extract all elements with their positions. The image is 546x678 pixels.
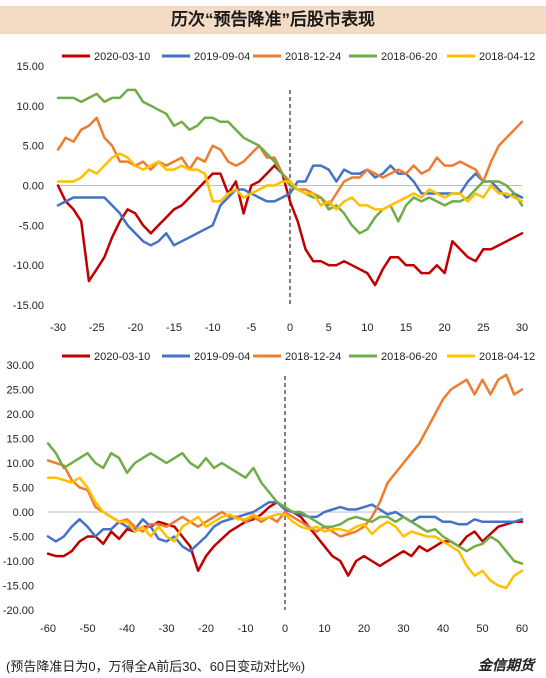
series-line-2019-09-04 xyxy=(46,500,524,553)
y-tick-label: 10.00 xyxy=(16,101,44,113)
y-tick-label: 10.00 xyxy=(6,458,34,470)
x-tick-label: 30 xyxy=(516,322,528,334)
x-tick-label: 10 xyxy=(361,322,373,334)
y-tick-label: -20.00 xyxy=(3,605,34,617)
x-tick-label: -30 xyxy=(50,322,66,334)
chart-bottom-60day: 2020-03-10 2019-09-04 2018-12-24 2018-06-20… xyxy=(3,351,535,635)
x-tick-label: -10 xyxy=(238,623,254,635)
y-tick-label: 0.00 xyxy=(23,181,44,193)
legend-label-2020-03-10: 2020-03-10 xyxy=(94,51,150,63)
series-line-2020-03-10 xyxy=(56,164,524,287)
legend-label-2018-12-24: 2018-12-24 xyxy=(285,51,341,63)
series-line-2018-04-12 xyxy=(56,152,524,211)
x-tick-label: 20 xyxy=(358,623,370,635)
y-tick-label: -5.00 xyxy=(19,220,44,232)
chart-title: 历次“预告降准”后股市表现 xyxy=(0,6,546,34)
x-tick-label: -15 xyxy=(166,322,182,334)
x-tick-label: -25 xyxy=(89,322,105,334)
x-tick-label: 40 xyxy=(437,623,449,635)
x-tick-label: 60 xyxy=(516,623,528,635)
x-tick-label: -30 xyxy=(159,623,175,635)
x-tick-label: -60 xyxy=(40,623,56,635)
y-tick-label: 5.00 xyxy=(23,141,44,153)
legend-label-2018-06-20: 2018-06-20 xyxy=(381,351,437,363)
chart-top-30day: 2020-03-10 2019-09-04 2018-12-24 2018-06-20… xyxy=(13,51,535,334)
legend-label-2019-09-04: 2019-09-04 xyxy=(194,51,250,63)
legend-label-2018-06-20: 2018-06-20 xyxy=(381,51,437,63)
series-line-2019-09-04 xyxy=(56,164,524,247)
x-tick-label: 0 xyxy=(282,623,288,635)
y-tick-label: -10.00 xyxy=(3,556,34,568)
series-line-2018-12-24 xyxy=(46,373,524,538)
y-tick-label: 15.00 xyxy=(6,434,34,446)
x-tick-label: 10 xyxy=(318,623,330,635)
y-tick-label: 5.00 xyxy=(13,483,34,495)
y-tick-label: 25.00 xyxy=(6,385,34,397)
x-tick-label: 15 xyxy=(400,322,412,334)
y-tick-label: 15.00 xyxy=(16,61,44,73)
y-tick-label: -15.00 xyxy=(3,581,34,593)
footer-note: (预告降准日为0，万得全A前后30、60日变动对比%) xyxy=(6,659,306,674)
x-tick-label: -10 xyxy=(205,322,221,334)
x-tick-label: -20 xyxy=(198,623,214,635)
legend-label-2020-03-10: 2020-03-10 xyxy=(94,351,150,363)
x-tick-label: 25 xyxy=(477,322,489,334)
y-tick-label: 20.00 xyxy=(6,409,34,421)
x-tick-label: 30 xyxy=(397,623,409,635)
y-tick-label: 30.00 xyxy=(6,360,34,372)
x-tick-label: 50 xyxy=(476,623,488,635)
x-tick-label: -20 xyxy=(127,322,143,334)
x-tick-label: 0 xyxy=(287,322,293,334)
footer-brand: 金信期货 xyxy=(478,657,534,673)
x-tick-label: -5 xyxy=(246,322,256,334)
x-tick-label: -40 xyxy=(119,623,135,635)
series-line-2018-06-20 xyxy=(46,442,524,565)
legend-label-2018-12-24: 2018-12-24 xyxy=(285,351,341,363)
legend-label-2019-09-04: 2019-09-04 xyxy=(194,351,250,363)
legend-label-2018-04-12: 2018-04-12 xyxy=(479,351,535,363)
series-line-2018-04-12 xyxy=(46,476,524,590)
x-tick-label: 20 xyxy=(439,322,451,334)
x-tick-label: -50 xyxy=(80,623,96,635)
legend-label-2018-04-12: 2018-04-12 xyxy=(479,51,535,63)
x-tick-label: 5 xyxy=(326,322,332,334)
y-tick-label: -5.00 xyxy=(9,532,34,544)
y-tick-label: 0.00 xyxy=(13,507,34,519)
y-tick-label: -10.00 xyxy=(13,260,44,272)
series-line-2018-06-20 xyxy=(56,88,524,235)
y-tick-label: -15.00 xyxy=(13,300,44,312)
